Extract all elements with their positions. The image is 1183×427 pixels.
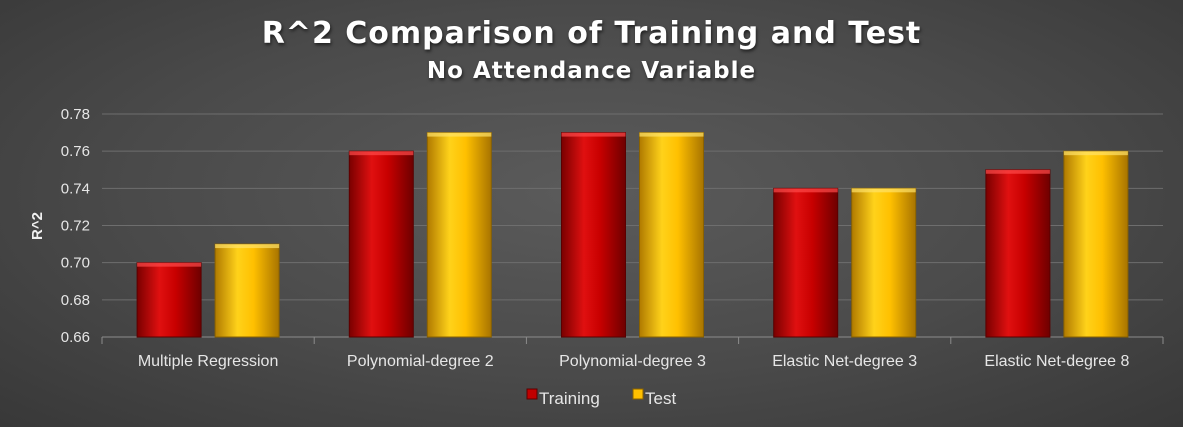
legend-item-training: Training (526, 388, 600, 408)
bar-highlight (773, 188, 838, 193)
y-tick-label: 0.74 (61, 180, 90, 197)
y-tick-label: 0.66 (61, 329, 90, 346)
bar-test (426, 132, 492, 338)
x-category-label: Polynomial-degree 3 (559, 353, 706, 370)
x-category-label: Elastic Net-degree 8 (984, 353, 1129, 370)
bar-training (773, 187, 839, 338)
y-tick-label: 0.70 (61, 255, 90, 272)
bar-training (985, 169, 1051, 338)
bar-highlight (427, 132, 492, 137)
legend-swatch (632, 388, 644, 400)
x-category-label: Multiple Regression (138, 353, 279, 370)
chart-subtitle: No Attendance Variable (426, 58, 757, 84)
y-tick-label: 0.76 (61, 143, 90, 160)
chart-title: R^2 Comparison of Training and Test (261, 16, 922, 51)
x-category-label: Elastic Net-degree 3 (772, 353, 917, 370)
bar-highlight (851, 188, 916, 193)
legend-label: Training (539, 389, 600, 408)
bar-training (136, 262, 202, 338)
legend-item-test: Test (632, 388, 676, 408)
legend-label: Test (645, 389, 676, 408)
bar-highlight (349, 151, 414, 156)
bar-test (214, 243, 280, 338)
bar-highlight (639, 132, 704, 137)
bar-test (851, 187, 917, 338)
legend-swatch (526, 388, 538, 400)
y-tick-label: 0.72 (61, 218, 90, 235)
bar-test (639, 132, 704, 338)
bar-training (561, 132, 626, 338)
bar-highlight (985, 169, 1050, 174)
y-tick-label: 0.68 (61, 292, 90, 309)
bar-highlight (215, 244, 280, 249)
bar-training (348, 150, 414, 338)
bar-highlight (561, 132, 626, 137)
y-axis-title: R^2 (29, 212, 46, 240)
bar-highlight (137, 262, 202, 267)
y-tick-label: 0.78 (61, 106, 90, 123)
bar-test (1063, 150, 1129, 338)
x-category-label: Polynomial-degree 2 (347, 353, 494, 370)
bar-highlight (1063, 151, 1128, 156)
